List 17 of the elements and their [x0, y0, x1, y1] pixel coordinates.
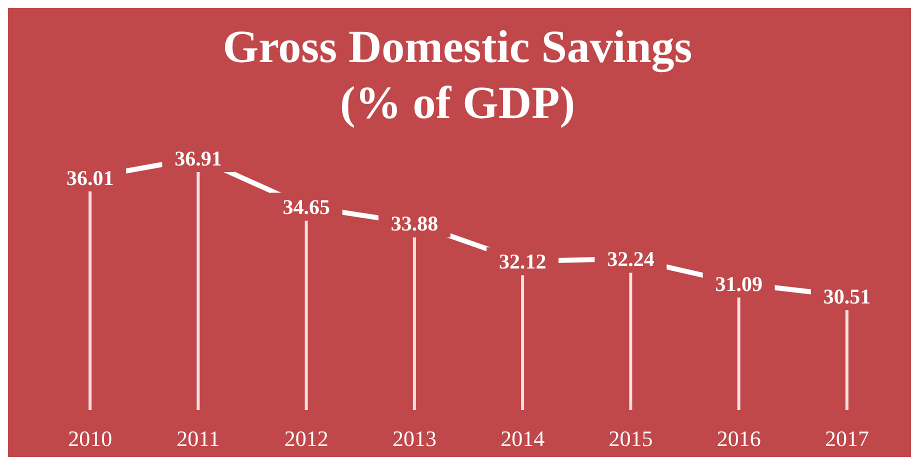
data-label: 31.09 — [715, 272, 762, 296]
data-label: 30.51 — [823, 284, 871, 308]
x-tick-label: 2011 — [176, 426, 220, 451]
x-tick-label: 2012 — [284, 426, 328, 451]
data-label: 36.01 — [66, 166, 114, 190]
data-label: 32.24 — [607, 247, 655, 272]
data-label: 32.12 — [498, 250, 546, 274]
data-label: 34.65 — [282, 195, 330, 220]
x-tick-label: 2010 — [68, 426, 112, 451]
chart-title: Gross Domestic Savings (% of GDP) — [222, 21, 692, 128]
data-label: 33.88 — [390, 212, 438, 236]
x-tick-label: 2015 — [608, 426, 653, 451]
data-label: 36.91 — [174, 146, 222, 170]
x-tick-label: 2013 — [392, 426, 436, 451]
x-tick-label: 2017 — [824, 426, 869, 451]
x-tick-label: 2014 — [500, 426, 545, 451]
x-tick-label: 2016 — [716, 426, 761, 451]
